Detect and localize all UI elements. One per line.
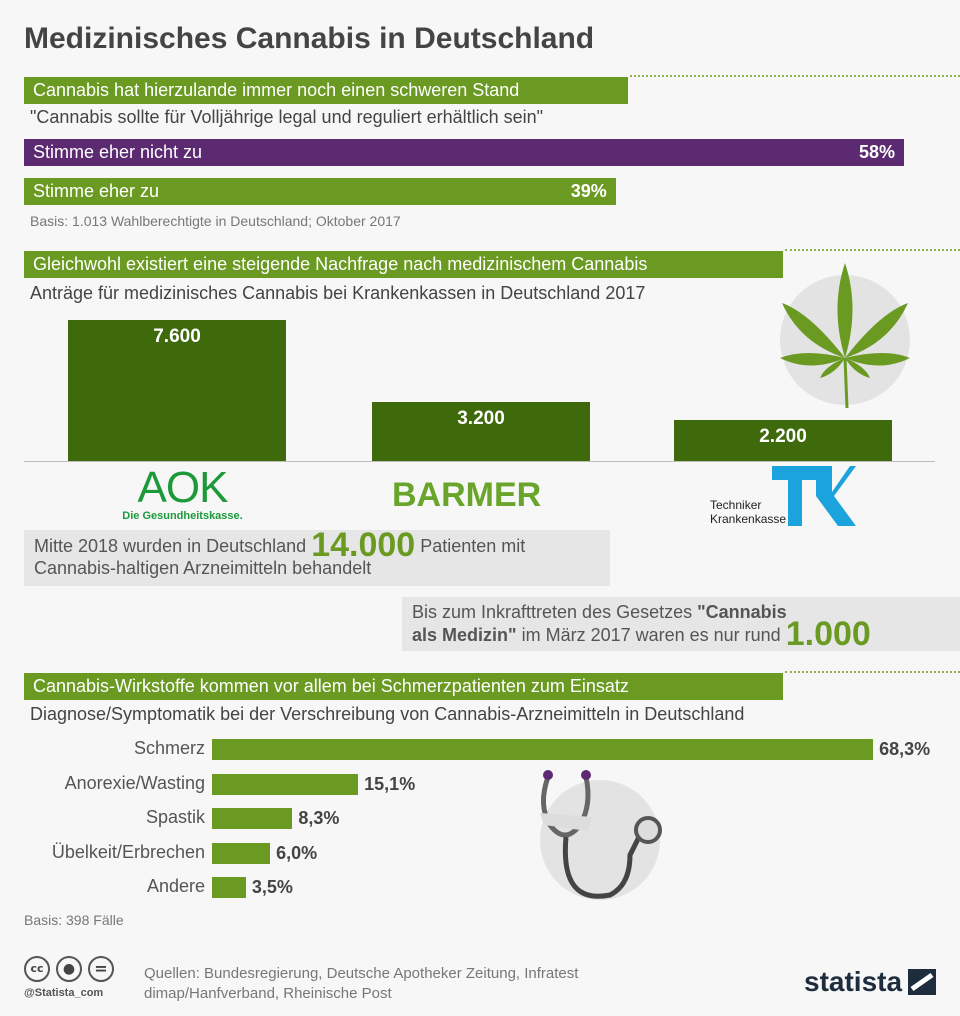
cc-license-icons: cc ● = — [24, 956, 114, 982]
bar-value: 6,0% — [276, 842, 318, 863]
diagnosis-bar — [212, 842, 271, 864]
statista-handle[interactable]: @Statista_com — [24, 987, 104, 999]
attribution-icon: ● — [56, 956, 82, 982]
barmer-logo: BARMER — [392, 476, 542, 514]
category-label: Anorexie/Wasting — [64, 772, 205, 793]
statista-logo-icon — [908, 969, 937, 995]
survey-bar: Stimme eher zu 39% — [24, 178, 616, 205]
diagnosis-bar — [212, 739, 874, 760]
bar-label: Stimme eher zu — [33, 181, 160, 201]
category-label: Schmerz — [133, 738, 205, 758]
bar-value: 39% — [570, 181, 607, 201]
bar-value: 8,3% — [298, 808, 340, 828]
aok-logo-sub: Die Gesundheitskasse. — [122, 510, 243, 522]
section-3-subtitle: Diagnose/Symptomatik bei der Verschreibu… — [30, 704, 745, 724]
tk-logo-text: Techniker Krankenkasse — [710, 498, 786, 526]
fact-text: "Cannabis — [697, 602, 787, 622]
bar-value: 15,1% — [364, 773, 416, 794]
category-label: Übelkeit/Erbrechen — [51, 841, 205, 862]
page-title: Medizinisches Cannabis in Deutschland — [24, 22, 595, 55]
divider — [630, 75, 960, 77]
section-1-header: Cannabis hat hierzulande immer noch eine… — [24, 77, 628, 104]
cannabis-leaf-icon — [780, 263, 910, 409]
sources: Quellen: Bundesregierung, Deutsche Apoth… — [144, 964, 578, 1004]
aok-logo-text: AOK — [137, 463, 229, 512]
divider — [785, 671, 960, 673]
fact-text: Cannabis-haltigen Arzneimitteln behandel… — [34, 558, 372, 578]
baseline — [24, 461, 935, 462]
fact-box-patients: Mitte 2018 wurden in Deutschland 14.000 … — [24, 528, 610, 586]
section-2-header: Gleichwohl existiert eine steigende Nach… — [24, 251, 783, 278]
sources-line: dimap/Hanfverband, Rheinische Post — [144, 985, 392, 1002]
divider — [785, 249, 960, 251]
sources-line: Quellen: Bundesregierung, Deutsche Apoth… — [144, 965, 579, 982]
section-3-header: Cannabis-Wirkstoffe kommen vor allem bei… — [24, 673, 783, 700]
tk-line1: Techniker — [710, 498, 762, 512]
no-derivatives-icon: = — [88, 956, 114, 982]
fact-box-before-law: Bis zum Inkrafttreten des Gesetzes "Cann… — [402, 597, 960, 651]
diagnosis-bar — [212, 877, 246, 898]
bar-value: 3,5% — [251, 877, 293, 897]
section-1-subtitle: "Cannabis sollte für Volljährige legal u… — [30, 107, 544, 127]
tk-line2: Krankenkasse — [710, 512, 787, 526]
statista-wordmark: statista — [804, 966, 903, 997]
diagnosis-bar — [212, 773, 359, 795]
section-2-subtitle: Anträge für medizinisches Cannabis bei K… — [30, 283, 646, 303]
statista-logo[interactable]: statista — [804, 966, 937, 998]
column-bar: 3.200 — [372, 401, 590, 461]
bar-value: 68,3% — [879, 739, 931, 759]
column-bar: 7.600 — [68, 320, 286, 461]
fact-text: Bis zum Inkrafttreten des Gesetzes — [412, 602, 693, 622]
survey-bar: Stimme eher nicht zu 58% — [24, 139, 904, 166]
diagnosis-bar — [212, 808, 293, 829]
fact-number: 1.000 — [785, 615, 871, 653]
stethoscope-icon — [540, 770, 662, 900]
section-1-note: Basis: 1.013 Wahlberechtigte in Deutschl… — [30, 213, 401, 229]
category-label: Spastik — [145, 807, 205, 827]
section-3-note: Basis: 398 Fälle — [24, 912, 124, 928]
aok-logo: AOK Die Gesundheitskasse. — [120, 463, 245, 523]
fact-text: im März 2017 waren es nur rund — [521, 625, 781, 645]
fact-text: Mitte 2018 wurden in Deutschland — [34, 536, 307, 556]
category-label: Andere — [146, 876, 205, 896]
fact-text: als Medizin" — [412, 625, 517, 645]
tk-logo-mark — [772, 466, 856, 526]
column-bar: 2.200 — [674, 420, 892, 461]
fact-text: Patienten mit — [420, 536, 526, 556]
bar-value: 58% — [858, 142, 895, 162]
bar-label: Stimme eher nicht zu — [33, 142, 203, 162]
cc-icon: cc — [24, 956, 50, 982]
